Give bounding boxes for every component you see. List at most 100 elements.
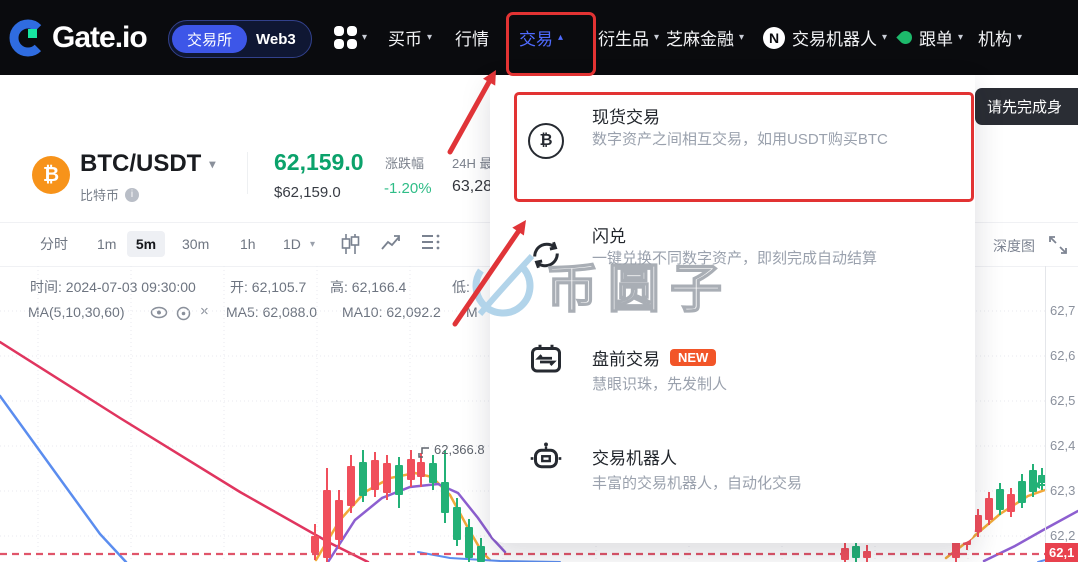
candle-body xyxy=(417,462,425,477)
candle-body xyxy=(441,482,449,513)
annotation-box-spot-item xyxy=(514,92,974,202)
price-axis-line xyxy=(1045,266,1046,562)
nav-buy-crypto[interactable]: 买币 ▾ xyxy=(388,30,433,49)
candle-body xyxy=(347,466,355,506)
fullscreen-icon[interactable] xyxy=(1048,235,1068,255)
sprout-icon xyxy=(896,28,915,47)
nav-derivatives[interactable]: 衍生品 ▾ xyxy=(598,30,660,49)
chevron-down-icon: ▾ xyxy=(739,32,745,43)
coin-name: 比特币 i xyxy=(80,185,140,204)
n-badge-icon: N xyxy=(763,26,785,49)
nav-institutional[interactable]: 机构 ▾ xyxy=(978,30,1023,49)
exchange-web3-toggle[interactable]: 交易所 Web3 xyxy=(168,20,312,58)
high-24h-value: 63,28 xyxy=(452,178,493,195)
chevron-down-icon: ▾ xyxy=(654,32,660,43)
current-price-badge: 62,1 xyxy=(1045,543,1078,562)
ohlc-high: 高: 62,166.4 xyxy=(330,279,407,295)
candle-body xyxy=(395,465,403,495)
last-price: 62,159.0 xyxy=(274,149,364,175)
chevron-up-icon: ▴ xyxy=(558,32,564,43)
candle-body xyxy=(465,527,473,558)
candle-body xyxy=(335,500,343,540)
last-price-usd: $62,159.0 xyxy=(274,184,341,201)
nav-finance[interactable]: 芝麻金融 ▾ xyxy=(666,30,745,49)
premarket-calendar-icon xyxy=(528,341,568,381)
y-axis-label: 62,5 xyxy=(1050,393,1076,408)
y-axis-label: 62,3 xyxy=(1050,483,1076,498)
candle-body xyxy=(841,548,849,560)
robot-icon xyxy=(528,439,568,479)
apps-grid-icon[interactable]: ▾ xyxy=(334,0,367,75)
chevron-down-icon: ▾ xyxy=(882,32,888,43)
depth-chart-tab[interactable]: 深度图 xyxy=(993,238,1035,254)
candle-body xyxy=(477,546,485,562)
candle-body xyxy=(383,463,391,493)
spot-trading-icon: ₿ xyxy=(528,123,568,163)
candle-body xyxy=(852,546,860,558)
nav-copy-trading[interactable]: 跟单 ▾ xyxy=(896,0,964,75)
kyc-banner[interactable]: 请先完成身 xyxy=(975,88,1078,125)
toggle-web3[interactable]: Web3 xyxy=(256,30,296,48)
latest-candle-marker-icon xyxy=(1033,481,1045,489)
candle-body xyxy=(1018,481,1026,503)
gate-logo-icon xyxy=(9,19,47,56)
candle-body xyxy=(429,463,437,483)
annotation-box-trade-nav xyxy=(506,12,596,76)
annotation-arrow-icon xyxy=(418,447,429,458)
info-icon[interactable]: i xyxy=(125,187,140,202)
settings-list-icon[interactable] xyxy=(420,233,442,251)
chevron-down-icon[interactable]: ▾ xyxy=(310,238,316,250)
chevron-down-icon: ▾ xyxy=(362,32,368,43)
interval-5m-active[interactable]: 5m xyxy=(127,231,165,257)
interval-1d[interactable]: 1D xyxy=(283,236,301,252)
candle-body xyxy=(311,536,319,553)
candle-body xyxy=(323,490,331,558)
ma-group-label: MA(5,10,30,60) xyxy=(28,304,125,320)
ma10-value: MA10: 62,092.2 xyxy=(342,304,441,320)
indicator-chart-icon[interactable] xyxy=(380,233,402,253)
nav-trading-bots[interactable]: N 交易机器人 ▾ xyxy=(763,0,887,75)
chevron-down-icon: ▾ xyxy=(958,32,964,43)
chevron-down-icon: ▾ xyxy=(209,157,216,171)
candle-body xyxy=(1038,475,1046,483)
interval-30m[interactable]: 30m xyxy=(182,236,210,252)
change-value: -1.20% xyxy=(384,180,432,197)
change-label: 涨跌幅 xyxy=(385,156,425,171)
ma5-value: MA5: 62,088.0 xyxy=(226,304,318,320)
target-icon[interactable] xyxy=(176,306,191,321)
interval-1m[interactable]: 1m xyxy=(97,236,117,252)
trade-dropdown-menu: ₿ 现货交易 数字资产之间相互交易，如用USDT购买BTC 闪兑 一键兑换不同数… xyxy=(490,75,975,543)
interval-time-share[interactable]: 分时 xyxy=(40,236,68,252)
interval-1h[interactable]: 1h xyxy=(240,236,256,252)
high-price-annotation: 62,366.8 xyxy=(434,442,485,457)
gate-logo[interactable]: Gate.io xyxy=(8,0,148,75)
pair-selector[interactable]: BTC/USDT ▾ xyxy=(80,150,216,177)
candle-body xyxy=(1007,494,1015,512)
ohlc-low: 低: xyxy=(452,279,470,295)
candle-body xyxy=(1029,470,1037,492)
candle-body xyxy=(863,551,871,558)
eye-icon[interactable] xyxy=(150,306,168,319)
new-badge: NEW xyxy=(670,349,717,366)
candle-body xyxy=(974,515,982,532)
y-axis-label: 62,2 xyxy=(1050,528,1076,543)
candle-body xyxy=(453,507,461,540)
candle-body xyxy=(407,459,415,480)
y-axis-label: 62,6 xyxy=(1050,348,1076,363)
y-axis-label: 62,4 xyxy=(1050,438,1076,453)
divider xyxy=(247,152,248,194)
close-icon[interactable]: × xyxy=(200,303,209,320)
candle-body xyxy=(985,498,993,520)
toggle-exchange[interactable]: 交易所 xyxy=(172,25,248,53)
btc-coin-icon: ₿ xyxy=(32,156,70,194)
candle-body xyxy=(996,489,1004,510)
nav-markets[interactable]: 行情 xyxy=(455,30,489,49)
ohlc-time: 时间: 2024-07-03 09:30:00 xyxy=(30,279,196,295)
ohlc-open: 开: 62,105.7 xyxy=(230,279,307,295)
candle-body xyxy=(359,462,367,496)
candle-body xyxy=(371,460,379,490)
y-axis-label: 62,7 xyxy=(1050,303,1076,318)
nav-trade-active[interactable]: 交易 ▴ xyxy=(519,30,564,49)
candlestick-chart-icon[interactable] xyxy=(340,233,360,255)
